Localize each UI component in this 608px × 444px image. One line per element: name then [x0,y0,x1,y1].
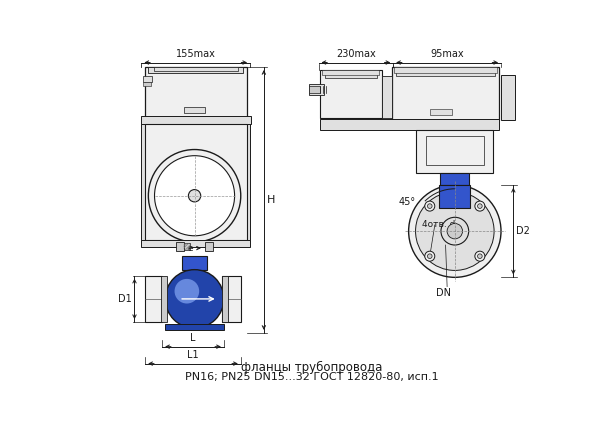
Circle shape [447,223,463,239]
Text: DN: DN [436,288,451,298]
Circle shape [475,201,485,211]
Bar [223,276,229,322]
Bar [325,70,377,78]
Text: L: L [190,333,196,343]
Bar [396,67,495,76]
Bar [145,276,162,322]
Bar [165,324,224,330]
Bar [223,276,241,322]
Bar [145,124,247,240]
Bar [182,256,207,270]
Bar [142,124,160,240]
Circle shape [174,279,199,304]
Text: фланцы трубопровода: фланцы трубопровода [241,361,382,374]
Circle shape [427,204,432,208]
Circle shape [148,150,241,242]
Bar [322,70,379,75]
Bar [148,67,243,73]
Circle shape [427,254,432,258]
Bar [308,86,320,93]
Circle shape [154,156,235,236]
Circle shape [188,190,201,202]
Text: 4отв. d: 4отв. d [423,221,456,230]
Circle shape [409,185,501,278]
Text: L1: L1 [187,350,199,360]
Bar [416,130,493,173]
Bar [440,173,469,185]
Text: D2: D2 [516,226,530,236]
Bar [184,243,190,250]
Bar [143,82,151,86]
Bar [426,136,484,165]
Bar [161,276,167,322]
Bar [501,75,515,119]
Bar [440,185,470,208]
Bar [145,67,247,121]
Bar [320,70,382,118]
Circle shape [441,217,469,245]
Bar [394,67,497,72]
Bar [382,76,392,118]
Bar [154,67,238,71]
Bar [176,242,184,251]
Bar [392,67,500,119]
Bar [308,84,324,95]
Bar [430,110,452,115]
Circle shape [415,192,494,270]
Circle shape [425,251,435,261]
Bar [232,124,250,240]
Circle shape [165,270,224,328]
Circle shape [477,204,482,208]
Circle shape [425,201,435,211]
Bar [140,116,250,124]
Text: 155max: 155max [176,49,216,59]
Text: PN16; PN25 DN15...32 ГОСТ 12820-80, исп.1: PN16; PN25 DN15...32 ГОСТ 12820-80, исп.… [185,373,438,382]
Bar [184,107,206,113]
Text: e: e [187,244,193,253]
Bar [143,76,152,82]
Text: 230max: 230max [336,49,376,59]
Text: H: H [267,195,275,205]
Text: 95max: 95max [430,49,464,59]
Circle shape [475,251,485,261]
Text: D1: D1 [118,294,131,304]
Bar [142,240,250,246]
Bar [206,242,213,251]
Text: 45°: 45° [398,197,416,207]
Bar [320,119,500,130]
Circle shape [477,254,482,258]
